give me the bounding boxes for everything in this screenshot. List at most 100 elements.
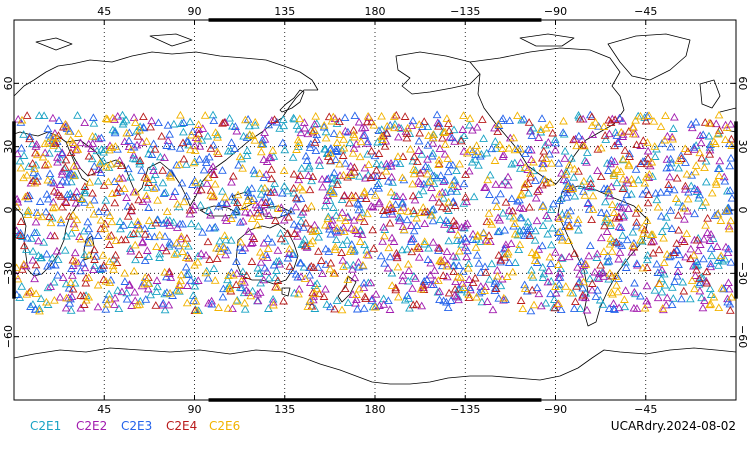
observation-marker [104,145,114,154]
observation-marker [618,154,628,163]
observation-marker [695,240,705,248]
observation-marker [640,303,650,312]
observation-marker [42,297,51,306]
observation-marker [162,272,171,281]
observation-marker [656,211,666,220]
observation-marker [412,243,421,252]
observation-marker [487,259,497,268]
observation-marker [179,197,189,206]
observation-marker [706,299,716,308]
observation-marker [611,213,621,222]
observation-marker [543,277,553,286]
observation-marker [643,300,652,308]
observation-marker [185,117,195,126]
observation-marker [206,210,215,219]
observation-marker [332,180,342,188]
observation-marker [135,156,145,164]
observation-marker [126,206,136,214]
observation-marker [343,298,353,307]
observation-marker [43,283,53,292]
observation-marker [505,116,515,125]
observation-marker [164,300,174,309]
observation-marker [709,137,719,145]
observation-marker [209,191,219,199]
observation-marker [516,296,526,304]
observation-marker [631,165,641,173]
observation-marker [605,129,614,138]
observation-marker [674,225,684,234]
observation-marker [458,125,468,133]
observation-marker [33,150,42,159]
observation-marker [231,122,240,130]
observation-marker [89,113,98,122]
observation-marker [720,176,730,185]
observation-marker [423,140,433,149]
observation-marker [645,169,654,178]
observation-marker [170,187,180,196]
observation-marker [551,145,560,154]
observation-marker [132,300,142,309]
observation-marker [649,236,659,245]
observation-marker [701,197,710,206]
observation-marker [544,266,554,275]
observation-marker [392,192,402,200]
observation-marker [539,146,549,155]
observation-marker [643,159,653,168]
observation-marker [49,277,59,286]
observation-marker [679,237,689,245]
observation-marker [374,126,384,135]
observation-marker [129,113,139,121]
observation-marker [406,144,415,153]
observation-marker [160,305,170,314]
observation-marker [379,210,389,218]
observation-marker [114,174,124,183]
observation-marker [685,294,695,303]
observation-marker [307,176,316,185]
observation-marker [207,296,216,305]
observation-marker [418,122,427,130]
observation-marker [621,263,631,271]
observation-marker [120,268,130,277]
observation-marker [162,207,172,215]
observation-marker [694,279,704,288]
legend-entry: C2E4 [166,419,197,433]
observation-marker [313,263,323,271]
observation-marker [112,188,122,196]
observation-marker [449,125,459,134]
observation-marker [423,207,432,216]
observation-marker [402,291,412,299]
observation-marker [602,184,612,193]
observation-marker [400,295,410,304]
observation-marker [285,244,294,253]
observation-marker [425,270,435,279]
observation-marker [189,296,198,304]
observation-marker [208,162,218,171]
observation-marker [284,212,294,221]
observation-marker [174,160,184,169]
observation-marker [418,280,428,289]
observation-marker [263,234,273,242]
observation-marker [84,224,94,233]
observation-marker [724,221,734,230]
observation-marker [387,281,397,289]
observation-marker [268,297,278,306]
observation-marker [265,197,275,205]
observation-marker [604,166,613,174]
observation-marker [354,205,364,214]
observation-marker [355,152,365,161]
observation-marker [305,278,315,287]
observation-marker [332,235,341,244]
observation-marker [356,137,366,146]
observation-marker [578,283,588,292]
observation-marker [632,217,641,226]
observation-marker [714,303,724,312]
observation-marker [384,243,394,252]
observation-marker [346,170,356,178]
observation-marker [447,133,457,142]
observation-marker [191,177,201,186]
observation-marker [162,141,172,149]
observation-marker [502,272,512,280]
observation-marker [664,184,674,193]
axis-ticks: 45459090135135180180−135−135−90−90−45−45… [2,5,749,416]
observation-marker [613,137,623,146]
